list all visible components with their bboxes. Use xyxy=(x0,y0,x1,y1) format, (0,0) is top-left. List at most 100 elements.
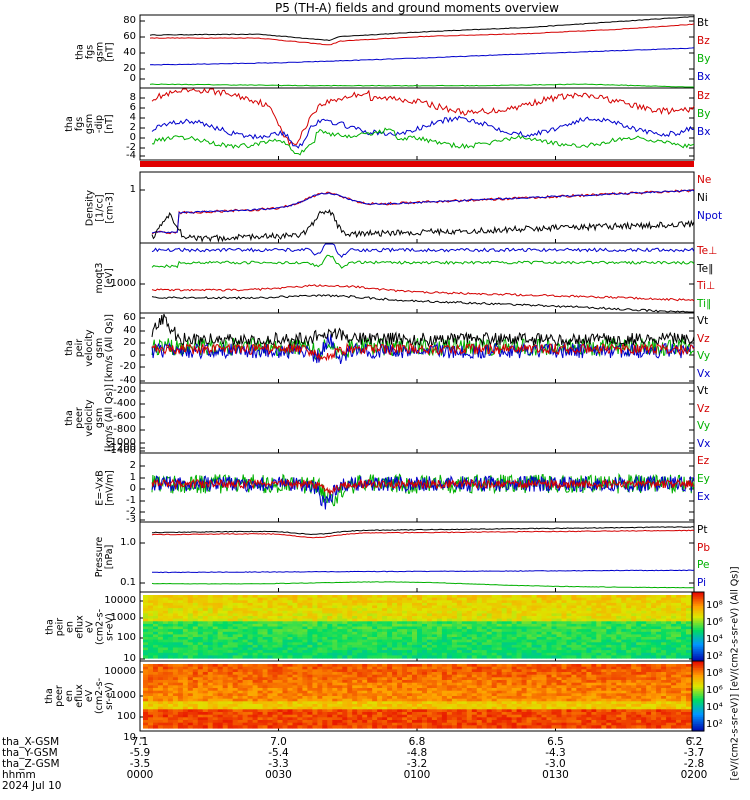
y-tick-label: 1000 xyxy=(110,278,136,289)
y-axis-label: tha peir velocity gsm [km/s (All Qs)] xyxy=(64,314,115,382)
legend-bx: Bx xyxy=(697,126,711,138)
y-tick-label: 40 xyxy=(123,47,136,58)
legend-pt: Pt xyxy=(697,524,708,536)
y-tick-label: 20 xyxy=(123,337,136,348)
legend-vt: Vt xyxy=(697,315,709,327)
y-tick-label: 20 xyxy=(123,63,136,74)
x-axis-value: -3.7 xyxy=(683,747,705,759)
colorbar-tick-label: 10⁴ xyxy=(706,702,723,713)
panel-frame xyxy=(139,87,695,161)
y-tick-label: 2 xyxy=(129,460,136,471)
x-axis-row-label: tha_Y-GSM xyxy=(2,747,58,759)
x-axis-value: 0030 xyxy=(265,769,292,781)
panel-frame xyxy=(139,171,695,244)
legend-vy: Vy xyxy=(697,350,711,362)
figure-title: P5 (TH-A) fields and ground moments over… xyxy=(275,1,559,15)
y-tick-label: -2 xyxy=(126,506,136,517)
y-tick-label: 1.0 xyxy=(120,537,136,548)
y-tick-label: 1000 xyxy=(110,690,136,701)
y-axis-label: tha peer velocity gsm [km/s (All Qs)] xyxy=(64,384,115,452)
legend-ex: Ex xyxy=(697,491,710,503)
y-tick-label: -400 xyxy=(113,398,136,409)
y-tick-label: -800 xyxy=(113,424,136,435)
series-line-pb xyxy=(151,529,695,539)
x-axis-value: 7.0 xyxy=(270,736,287,748)
x-axis-row-label: tha_Z-GSM xyxy=(2,758,60,770)
y-tick-label: 6 xyxy=(129,102,136,113)
legend-ti⊥: Ti⊥ xyxy=(697,280,716,292)
date-label: 2024 Jul 10 xyxy=(2,780,62,792)
y-tick-label: 1000 xyxy=(110,612,136,623)
legend-npot: Npot xyxy=(697,210,723,222)
x-axis-value: 0000 xyxy=(126,769,154,781)
y-tick-label: 0.1 xyxy=(120,577,136,588)
y-tick-label: 100 xyxy=(116,711,136,722)
y-tick-label: -200 xyxy=(113,385,136,396)
y-tick-label: 1 xyxy=(129,472,136,483)
legend-vt: Vt xyxy=(697,385,709,397)
x-axis-value: -3.2 xyxy=(406,758,428,770)
y-tick-label: -600 xyxy=(113,411,136,422)
x-axis-value: -3.3 xyxy=(268,758,289,770)
y-tick-label: 10 xyxy=(123,732,136,743)
series-line-ne xyxy=(151,188,695,235)
y-tick-label: 10000 xyxy=(104,595,136,606)
series-line-bz xyxy=(151,88,695,147)
series-line-by xyxy=(149,47,695,66)
colorbar-tick-label: 10⁶ xyxy=(706,685,723,696)
colorbar-tick-label: 10⁸ xyxy=(706,668,723,679)
y-tick-label: 8 xyxy=(129,92,136,103)
x-axis-value: 7.1 xyxy=(131,736,149,748)
series-line-ti-perp xyxy=(151,284,695,302)
y-tick-label: -1400 xyxy=(106,445,136,456)
legend-pi: Pi xyxy=(697,576,707,589)
spectrogram-image xyxy=(143,595,692,659)
series-line-vz xyxy=(151,342,695,362)
y-tick-label: -1 xyxy=(126,495,136,506)
legend-bz: Bz xyxy=(697,35,710,47)
colorbar-tick-label: 10² xyxy=(706,719,723,730)
colorbar-tick-label: 10⁶ xyxy=(706,617,723,628)
x-axis-value: -4.8 xyxy=(406,747,428,759)
panel-frame xyxy=(139,382,695,454)
y-tick-label: -1200 xyxy=(106,442,136,453)
series-line-pe xyxy=(151,581,695,589)
legend-te∥: Te∥ xyxy=(697,262,714,275)
legend-ni: Ni xyxy=(697,192,708,204)
series-line-vx xyxy=(151,333,695,365)
y-tick-label: 10000 xyxy=(104,666,136,677)
colorbar-tick-label: 10² xyxy=(706,651,723,662)
legend-ne: Ne xyxy=(697,174,712,186)
colorbar-tick-label: 10⁸ xyxy=(706,600,723,611)
legend-by: By xyxy=(697,108,711,120)
x-axis-value: 6.5 xyxy=(547,736,564,748)
y-tick-label: -20 xyxy=(119,361,136,372)
y-axis-label: moqt3 [eV] xyxy=(94,262,115,294)
legend-bt: Bt xyxy=(697,17,709,29)
x-axis-value: 6.2 xyxy=(685,736,703,748)
legend-ey: Ey xyxy=(697,473,710,485)
y-tick-label: 1 xyxy=(129,184,136,195)
legend-vy: Vy xyxy=(697,420,711,432)
series-line-ez xyxy=(151,478,695,495)
legend-pe: Pe xyxy=(697,559,710,571)
series-line-pi xyxy=(152,569,695,574)
y-tick-label: 60 xyxy=(123,31,136,42)
series-line-bx xyxy=(151,115,695,149)
x-axis-value: 0200 xyxy=(680,769,708,781)
series-line-vt xyxy=(151,313,695,348)
legend-vz: Vz xyxy=(697,332,710,345)
y-tick-label: 40 xyxy=(123,325,136,336)
spectrogram-image xyxy=(143,664,692,729)
panel-frame xyxy=(139,242,695,314)
legend-vx: Vx xyxy=(697,367,711,380)
y-tick-label: 60 xyxy=(123,312,136,323)
series-line-bz xyxy=(149,23,695,46)
legend-vx: Vx xyxy=(697,437,711,450)
y-tick-label: 0 xyxy=(129,132,136,143)
legend-bx: Bx xyxy=(697,71,711,83)
flag-bar xyxy=(140,161,694,167)
legend-ti∥: Ti∥ xyxy=(697,297,712,310)
